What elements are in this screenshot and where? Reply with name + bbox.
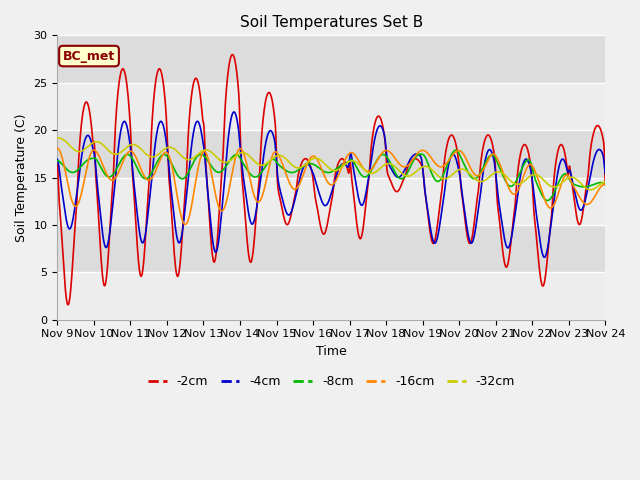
Bar <box>58 83 605 130</box>
Y-axis label: Soil Temperature (C): Soil Temperature (C) <box>15 113 28 242</box>
Bar <box>58 272 605 320</box>
Legend: -2cm, -4cm, -8cm, -16cm, -32cm: -2cm, -4cm, -8cm, -16cm, -32cm <box>143 370 520 393</box>
Bar <box>58 178 605 225</box>
Title: Soil Temperatures Set B: Soil Temperatures Set B <box>240 15 423 30</box>
Text: BC_met: BC_met <box>63 49 115 62</box>
X-axis label: Time: Time <box>316 345 347 358</box>
